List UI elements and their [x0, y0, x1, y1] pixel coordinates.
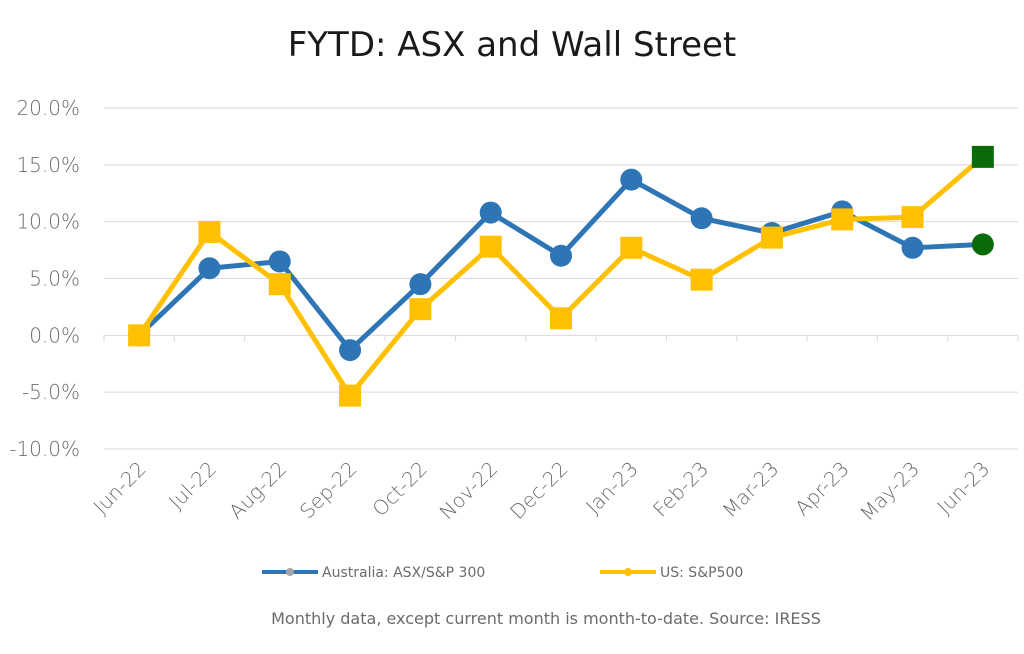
data-point [620, 236, 643, 259]
data-point [550, 307, 572, 330]
x-tick-label: Oct-22 [367, 457, 432, 522]
footnote: Monthly data, except current month is mo… [271, 609, 821, 628]
data-point [831, 208, 854, 231]
legend-marker [286, 568, 294, 576]
legend-item: Australia: ASX/S&P 300 [262, 565, 485, 581]
series-group [128, 145, 994, 407]
series-us [128, 145, 994, 407]
data-point [901, 206, 924, 229]
legend-label: Australia: ASX/S&P 300 [322, 565, 485, 581]
x-tick-label: Jun-23 [932, 457, 994, 519]
data-point [339, 339, 362, 362]
x-tick-label: Apr-23 [790, 457, 854, 521]
x-tick-label: May-23 [855, 457, 924, 526]
gridlines [104, 107, 1018, 450]
x-tick-label: Jan-23 [581, 457, 643, 519]
data-point [690, 207, 713, 230]
data-point [971, 145, 994, 168]
legend: Australia: ASX/S&P 300 US: S&P500 [262, 565, 743, 581]
data-point [339, 384, 362, 407]
x-tick-label: Aug-22 [224, 457, 291, 524]
legend-label: US: S&P500 [660, 565, 743, 581]
y-tick-label: 5.0% [29, 267, 80, 291]
legend-marker [624, 568, 632, 576]
data-point [198, 220, 221, 243]
x-tick-label: Dec-22 [505, 457, 572, 524]
data-point [550, 244, 572, 267]
series-australia [128, 168, 994, 362]
data-point [128, 324, 151, 347]
data-point [479, 201, 502, 224]
x-tick-label: Nov-22 [435, 457, 503, 525]
y-tick-label: 10.0% [16, 210, 80, 234]
data-point [479, 235, 502, 258]
y-tick-label: 20.0% [16, 96, 80, 120]
data-point [971, 233, 994, 256]
data-point [901, 236, 924, 259]
chart-title: FYTD: ASX and Wall Street [288, 25, 737, 65]
x-tick-label: Feb-23 [648, 457, 713, 522]
y-axis: 20.0% 15.0% 10.0% 5.0% 0.0% -5.0% -10.0% [9, 96, 80, 461]
data-point [409, 273, 432, 296]
y-tick-label: 0.0% [29, 323, 80, 347]
data-point [620, 168, 643, 191]
data-point [268, 273, 291, 296]
x-tick-label: Jun-22 [89, 457, 151, 519]
y-tick-label: -5.0% [22, 380, 80, 404]
x-tick-label: Jul-22 [164, 457, 221, 514]
data-point [268, 250, 291, 273]
series-line [137, 154, 985, 399]
data-point [690, 268, 713, 291]
data-point [409, 298, 432, 321]
x-tick-label: Sep-22 [295, 457, 362, 524]
legend-item: US: S&P500 [600, 565, 743, 581]
data-point [760, 226, 783, 249]
x-tick-label: Mar-23 [718, 457, 784, 523]
x-axis: Jun-22 Jul-22 Aug-22 Sep-22 Oct-22 Nov-22 Dec-… [89, 335, 1019, 526]
y-tick-label: -10.0% [9, 437, 80, 461]
data-point [198, 257, 221, 280]
y-tick-label: 15.0% [16, 153, 80, 177]
